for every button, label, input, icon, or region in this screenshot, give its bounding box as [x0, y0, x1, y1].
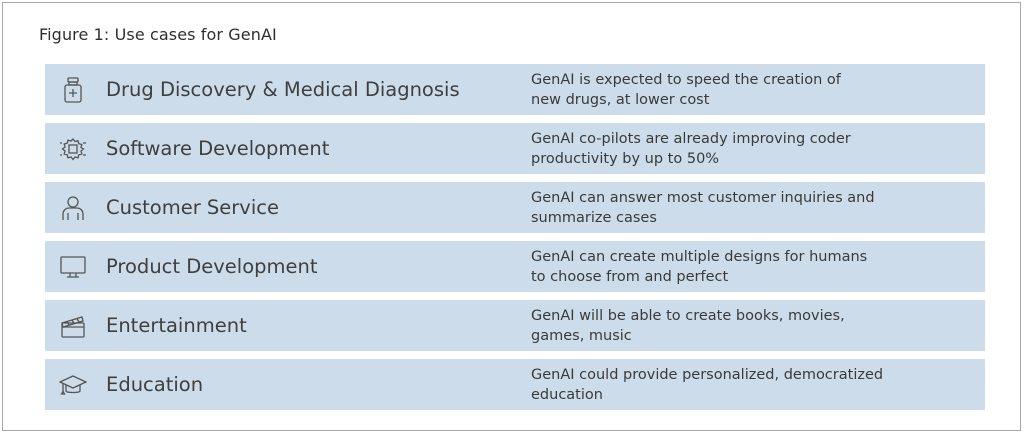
- use-case-label: Product Development: [106, 255, 318, 278]
- use-case-label: Software Development: [106, 137, 330, 160]
- use-case-description: GenAI can answer most customer inquiries…: [531, 189, 875, 226]
- use-case-label: Education: [106, 373, 204, 396]
- use-case-table: Drug Discovery & Medical Diagnosis GenAI…: [45, 64, 985, 418]
- use-case-label: Drug Discovery & Medical Diagnosis: [106, 78, 460, 101]
- clapperboard-icon: [59, 312, 87, 340]
- use-case-row: Education GenAI could provide personaliz…: [45, 359, 985, 410]
- use-case-label: Entertainment: [106, 314, 247, 337]
- use-case-description: GenAI will be able to create books, movi…: [531, 307, 845, 344]
- monitor-icon: [59, 253, 87, 281]
- graduation-cap-icon: [59, 371, 87, 399]
- use-case-row: Product Development GenAI can create mul…: [45, 241, 985, 292]
- use-case-label: Customer Service: [106, 196, 279, 219]
- use-case-description: GenAI is expected to speed the creation …: [531, 71, 841, 108]
- figure-title: Figure 1: Use cases for GenAI: [39, 25, 277, 44]
- use-case-row: Drug Discovery & Medical Diagnosis GenAI…: [45, 64, 985, 115]
- use-case-row: Customer Service GenAI can answer most c…: [45, 182, 985, 233]
- medicine-bottle-icon: [59, 76, 87, 104]
- person-icon: [59, 194, 87, 222]
- figure-frame: Figure 1: Use cases for GenAI Drug Disco…: [2, 2, 1021, 431]
- use-case-description: GenAI can create multiple designs for hu…: [531, 248, 868, 285]
- chip-gear-icon: [59, 135, 87, 163]
- use-case-row: Entertainment GenAI will be able to crea…: [45, 300, 985, 351]
- use-case-row: Software Development GenAI co-pilots are…: [45, 123, 985, 174]
- use-case-description: GenAI could provide personalized, democr…: [531, 366, 884, 403]
- use-case-description: GenAI co-pilots are already improving co…: [531, 130, 851, 167]
